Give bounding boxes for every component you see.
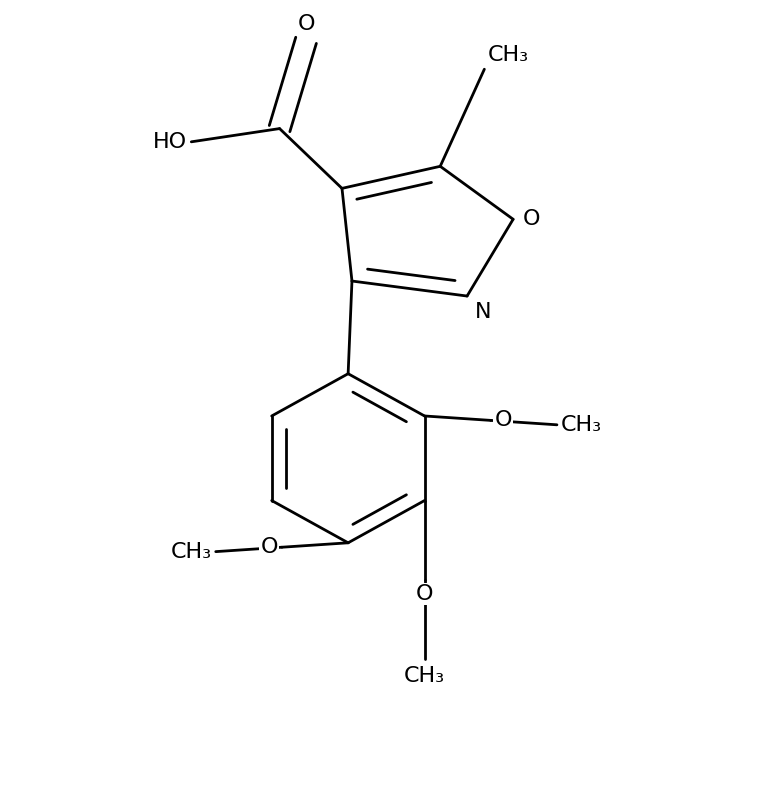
Text: CH₃: CH₃ — [560, 415, 602, 434]
Text: O: O — [416, 584, 434, 604]
Text: O: O — [495, 410, 512, 430]
Text: CH₃: CH₃ — [171, 542, 212, 562]
Text: O: O — [523, 210, 540, 229]
Text: CH₃: CH₃ — [404, 666, 445, 686]
Text: CH₃: CH₃ — [489, 45, 530, 65]
Text: O: O — [298, 15, 315, 34]
Text: O: O — [261, 538, 278, 557]
Text: HO: HO — [153, 132, 188, 152]
Text: N: N — [475, 302, 492, 322]
